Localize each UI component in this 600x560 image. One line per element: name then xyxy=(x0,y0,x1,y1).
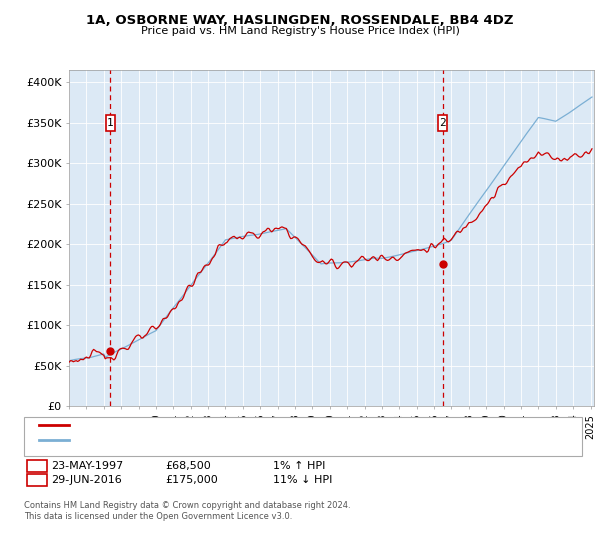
Text: 1A, OSBORNE WAY, HASLINGDEN, ROSSENDALE, BB4 4DZ: 1A, OSBORNE WAY, HASLINGDEN, ROSSENDALE,… xyxy=(86,14,514,27)
Text: 1: 1 xyxy=(107,118,114,128)
Text: Price paid vs. HM Land Registry's House Price Index (HPI): Price paid vs. HM Land Registry's House … xyxy=(140,26,460,36)
Text: 23-MAY-1997: 23-MAY-1997 xyxy=(51,461,123,471)
Bar xyxy=(106,115,115,130)
Text: 11% ↓ HPI: 11% ↓ HPI xyxy=(273,475,332,485)
Text: £175,000: £175,000 xyxy=(165,475,218,485)
Bar xyxy=(438,115,448,130)
Text: £68,500: £68,500 xyxy=(165,461,211,471)
Text: HPI: Average price, detached house, Rossendale: HPI: Average price, detached house, Ross… xyxy=(75,435,327,445)
Text: 1A, OSBORNE WAY, HASLINGDEN, ROSSENDALE, BB4 4DZ (detached house): 1A, OSBORNE WAY, HASLINGDEN, ROSSENDALE,… xyxy=(75,420,472,430)
Text: Contains HM Land Registry data © Crown copyright and database right 2024.
This d: Contains HM Land Registry data © Crown c… xyxy=(24,501,350,521)
Text: 2: 2 xyxy=(439,118,446,128)
Text: 1: 1 xyxy=(34,461,40,471)
Text: 29-JUN-2016: 29-JUN-2016 xyxy=(51,475,122,485)
Text: 2: 2 xyxy=(34,475,40,485)
Text: 1% ↑ HPI: 1% ↑ HPI xyxy=(273,461,325,471)
